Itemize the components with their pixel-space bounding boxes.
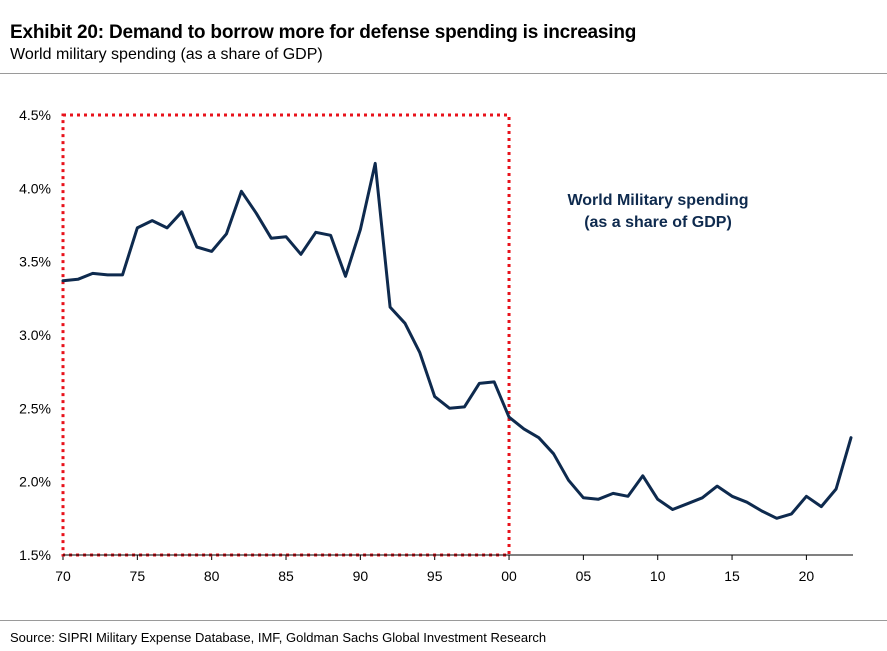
annotation-line-2: (as a share of GDP) bbox=[584, 214, 732, 231]
y-tick-label: 2.5% bbox=[19, 400, 51, 416]
y-tick-label: 4.5% bbox=[19, 107, 51, 123]
top-rule bbox=[0, 73, 887, 74]
y-tick-label: 4.0% bbox=[19, 180, 51, 196]
chart-title: Exhibit 20: Demand to borrow more for de… bbox=[10, 22, 637, 43]
source-note: Source: SIPRI Military Expense Database,… bbox=[10, 630, 547, 645]
series-line bbox=[61, 161, 853, 520]
y-tick-label: 2.0% bbox=[19, 474, 51, 490]
x-tick-label: 70 bbox=[55, 568, 71, 584]
x-tick-label: 05 bbox=[576, 568, 592, 584]
y-tick-label: 1.5% bbox=[19, 547, 51, 563]
line-chart: 1.5% 2.0% 2.5% 3.0% 3.5% 4.0% 4.5% 70 75 80 85 90 9… bbox=[19, 107, 853, 584]
x-tick-label: 00 bbox=[501, 568, 517, 584]
x-tick-label: 15 bbox=[724, 568, 740, 584]
x-tick-label: 95 bbox=[427, 568, 443, 584]
x-tick-label: 75 bbox=[130, 568, 146, 584]
highlight-box bbox=[61, 113, 511, 557]
x-axis: 70 75 80 85 90 95 00 05 10 15 20 bbox=[55, 555, 814, 584]
y-axis: 1.5% 2.0% 2.5% 3.0% 3.5% 4.0% 4.5% bbox=[19, 107, 51, 563]
x-tick-label: 80 bbox=[204, 568, 220, 584]
y-tick-label: 3.0% bbox=[19, 327, 51, 343]
bottom-rule bbox=[0, 620, 887, 621]
y-tick-label: 3.5% bbox=[19, 254, 51, 270]
annotation-line-1: World Military spending bbox=[567, 192, 748, 209]
x-tick-label: 10 bbox=[650, 568, 666, 584]
x-tick-label: 90 bbox=[353, 568, 369, 584]
x-tick-label: 20 bbox=[799, 568, 815, 584]
x-tick-label: 85 bbox=[278, 568, 294, 584]
chart-subtitle: World military spending (as a share of G… bbox=[10, 46, 323, 63]
